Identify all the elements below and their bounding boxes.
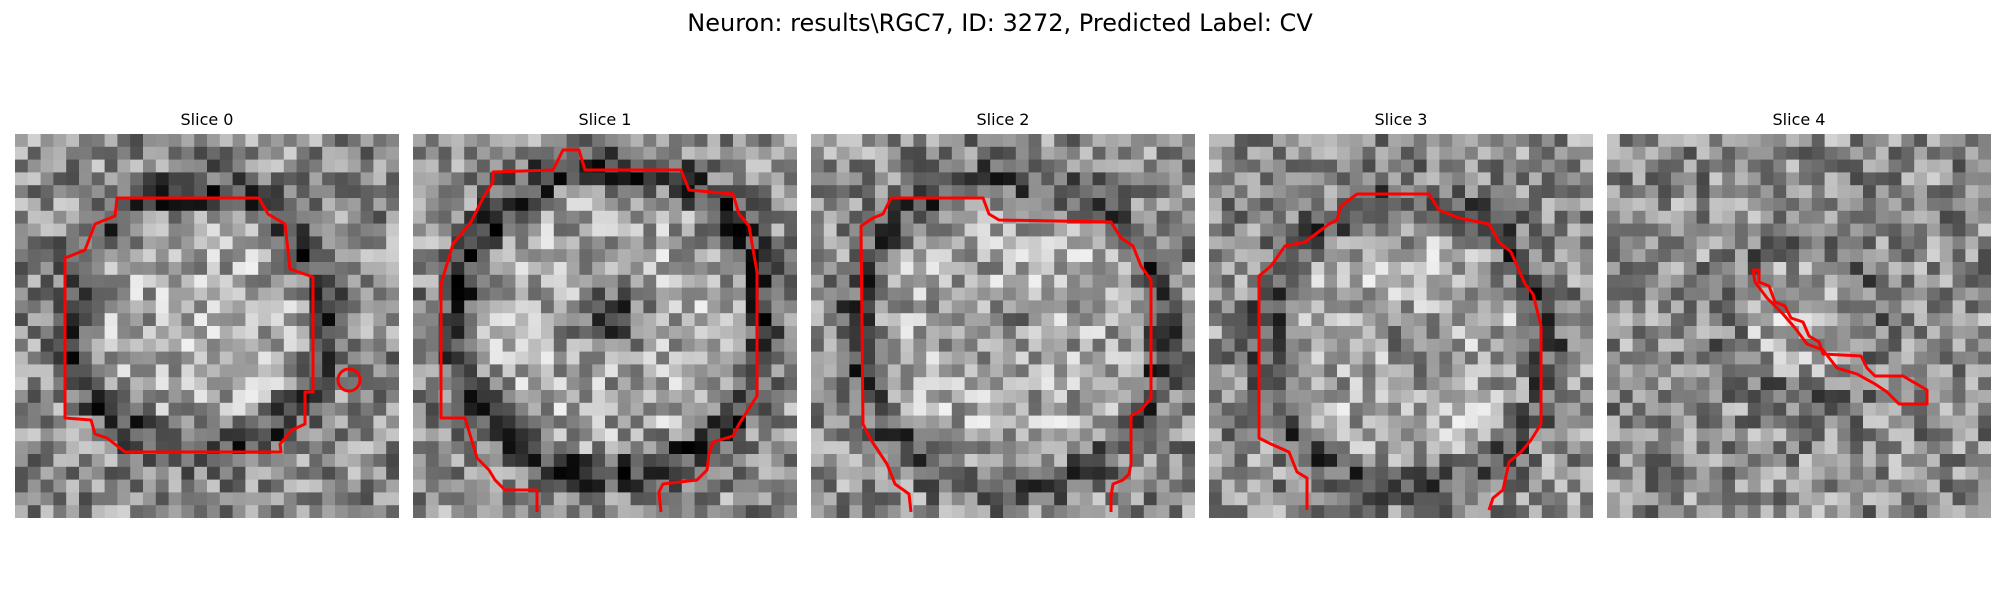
- slice-image: [15, 134, 399, 518]
- slice-image: [413, 134, 797, 518]
- slice-title: Slice 3: [1374, 110, 1428, 129]
- grayscale-pixels: [811, 134, 1195, 518]
- segmentation-contour: [859, 196, 1153, 513]
- slice-image: [1607, 134, 1991, 518]
- slice-panel-0: Slice 0: [15, 108, 399, 518]
- grayscale-pixels: [413, 134, 797, 518]
- slice-panel-2: Slice 2: [811, 108, 1195, 518]
- segmentation-contour: [1257, 192, 1543, 511]
- segmentation-contour: [63, 196, 315, 454]
- segmentation-contour-small: [336, 367, 362, 393]
- slice-panel-3: Slice 3: [1209, 108, 1593, 518]
- slice-title: Slice 4: [1772, 110, 1826, 129]
- slice-title: Slice 0: [180, 110, 234, 129]
- segmentation-contour: [439, 148, 759, 513]
- slice-title: Slice 1: [578, 110, 632, 129]
- slice-image: [1209, 134, 1593, 518]
- slice-title: Slice 2: [976, 110, 1030, 129]
- slice-panel-4: Slice 4: [1607, 108, 1991, 518]
- grayscale-pixels: [1607, 134, 1991, 518]
- slice-image: [811, 134, 1195, 518]
- grayscale-pixels: [1209, 134, 1593, 518]
- slice-panel-1: Slice 1: [413, 108, 797, 518]
- grayscale-pixels: [15, 134, 399, 518]
- figure-title: Neuron: results\RGC7, ID: 3272, Predicte…: [687, 9, 1313, 37]
- segmentation-contour: [1751, 268, 1929, 406]
